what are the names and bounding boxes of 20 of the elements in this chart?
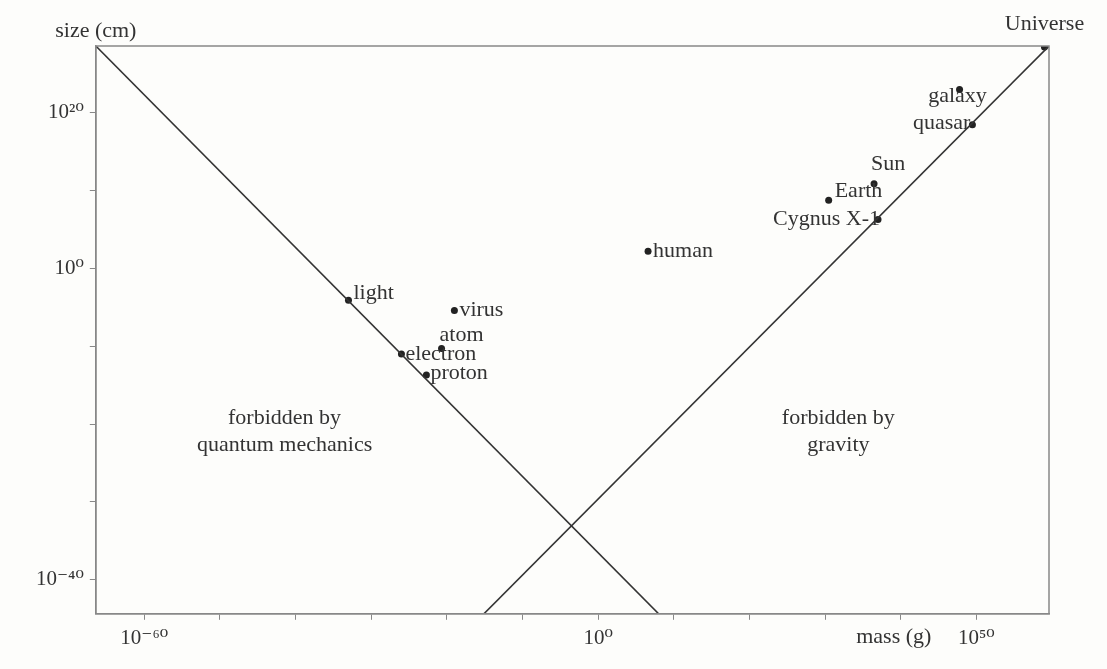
- series-label: virus: [459, 296, 504, 322]
- series-label: galaxy: [928, 82, 987, 108]
- x-axis-title: mass (g): [856, 622, 932, 648]
- series-label: quasar: [912, 108, 972, 134]
- series-label: Cygnus X-1: [773, 205, 881, 231]
- series-label: Earth: [834, 176, 883, 202]
- y-axis-title: size (cm): [55, 16, 137, 42]
- y-tick-label: 10⁰: [54, 254, 84, 279]
- series-label: Sun: [870, 150, 906, 176]
- x-tick-label: 10⁵⁰: [957, 624, 995, 649]
- x-tick-label: 10⁻⁶⁰: [120, 624, 169, 649]
- series-label: human: [653, 237, 713, 263]
- series-label: Universe: [1004, 9, 1085, 35]
- series-label: light: [353, 279, 394, 305]
- x-tick-label: 10⁰: [583, 624, 613, 649]
- series-label: atom: [439, 321, 484, 347]
- annotation: forbidden by quantum mechanics: [196, 404, 373, 457]
- y-tick-label: 10²⁰: [48, 99, 84, 124]
- y-tick-label: 10⁻⁴⁰: [36, 566, 84, 591]
- annotation: forbidden by gravity: [781, 404, 895, 457]
